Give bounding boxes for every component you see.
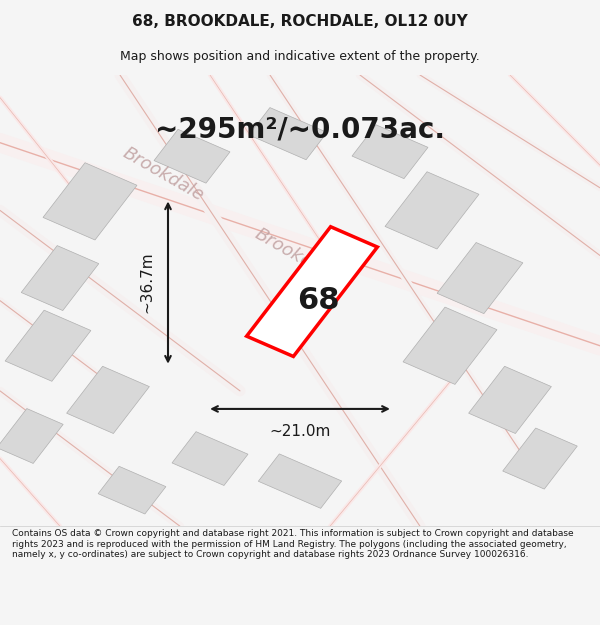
- Polygon shape: [469, 366, 551, 434]
- Polygon shape: [259, 454, 341, 508]
- Polygon shape: [352, 125, 428, 179]
- Polygon shape: [503, 428, 577, 489]
- Polygon shape: [154, 129, 230, 183]
- Polygon shape: [247, 227, 377, 356]
- Polygon shape: [98, 466, 166, 514]
- Text: Brookdale: Brookdale: [252, 225, 340, 286]
- Text: ~36.7m: ~36.7m: [139, 252, 155, 313]
- Polygon shape: [43, 162, 137, 240]
- Polygon shape: [403, 307, 497, 384]
- Polygon shape: [0, 409, 63, 463]
- Polygon shape: [5, 310, 91, 381]
- Polygon shape: [437, 242, 523, 314]
- Polygon shape: [249, 107, 327, 160]
- Text: Brookdale: Brookdale: [120, 144, 208, 205]
- Text: Map shows position and indicative extent of the property.: Map shows position and indicative extent…: [120, 50, 480, 62]
- Text: 68: 68: [297, 286, 339, 315]
- Text: ~21.0m: ~21.0m: [269, 424, 331, 439]
- Text: 68, BROOKDALE, ROCHDALE, OL12 0UY: 68, BROOKDALE, ROCHDALE, OL12 0UY: [132, 14, 468, 29]
- Text: ~295m²/~0.073ac.: ~295m²/~0.073ac.: [155, 115, 445, 143]
- Polygon shape: [21, 246, 99, 311]
- Text: Contains OS data © Crown copyright and database right 2021. This information is : Contains OS data © Crown copyright and d…: [12, 529, 574, 559]
- Polygon shape: [385, 172, 479, 249]
- Polygon shape: [172, 432, 248, 486]
- Polygon shape: [67, 366, 149, 434]
